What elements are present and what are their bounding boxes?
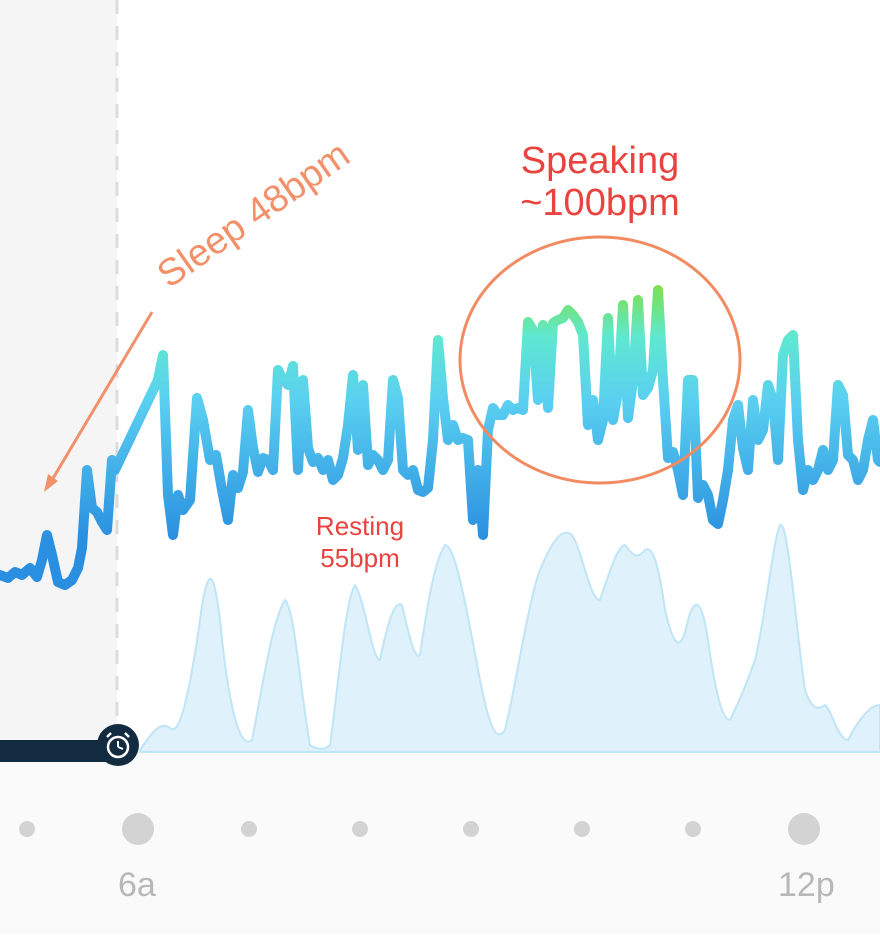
sleep-region bbox=[0, 0, 117, 752]
speaking-bpm-label: ~100bpm bbox=[520, 182, 680, 224]
speaking-annotation: Speaking ~100bpm bbox=[500, 140, 700, 224]
timeline-dot[interactable] bbox=[685, 821, 701, 837]
activity-area bbox=[139, 523, 880, 753]
timeline-dot[interactable] bbox=[352, 821, 368, 837]
sleep-arrow-head bbox=[44, 474, 58, 492]
alarm-clock-icon[interactable] bbox=[97, 724, 139, 766]
resting-bpm-label: 55bpm bbox=[320, 543, 400, 573]
tick-label-6a: 6a bbox=[118, 866, 156, 904]
speaking-label: Speaking bbox=[520, 140, 680, 182]
timeline-dot[interactable] bbox=[19, 821, 35, 837]
timeline-dot[interactable] bbox=[241, 821, 257, 837]
heart-rate-line bbox=[0, 285, 880, 590]
tick-label-12p: 12p bbox=[778, 866, 835, 904]
resting-annotation: Resting 55bpm bbox=[300, 510, 420, 574]
timeline-dot-major[interactable] bbox=[122, 813, 154, 845]
timeline-dots bbox=[19, 813, 820, 845]
resting-label: Resting bbox=[315, 511, 405, 541]
speaking-highlight-circle bbox=[458, 235, 742, 485]
sleep-arrow bbox=[50, 311, 154, 481]
sleep-bar bbox=[0, 740, 118, 762]
timeline-dot[interactable] bbox=[463, 821, 479, 837]
timeline-dot[interactable] bbox=[574, 821, 590, 837]
timeline-dot-major[interactable] bbox=[788, 813, 820, 845]
timeline-strip bbox=[0, 752, 880, 934]
